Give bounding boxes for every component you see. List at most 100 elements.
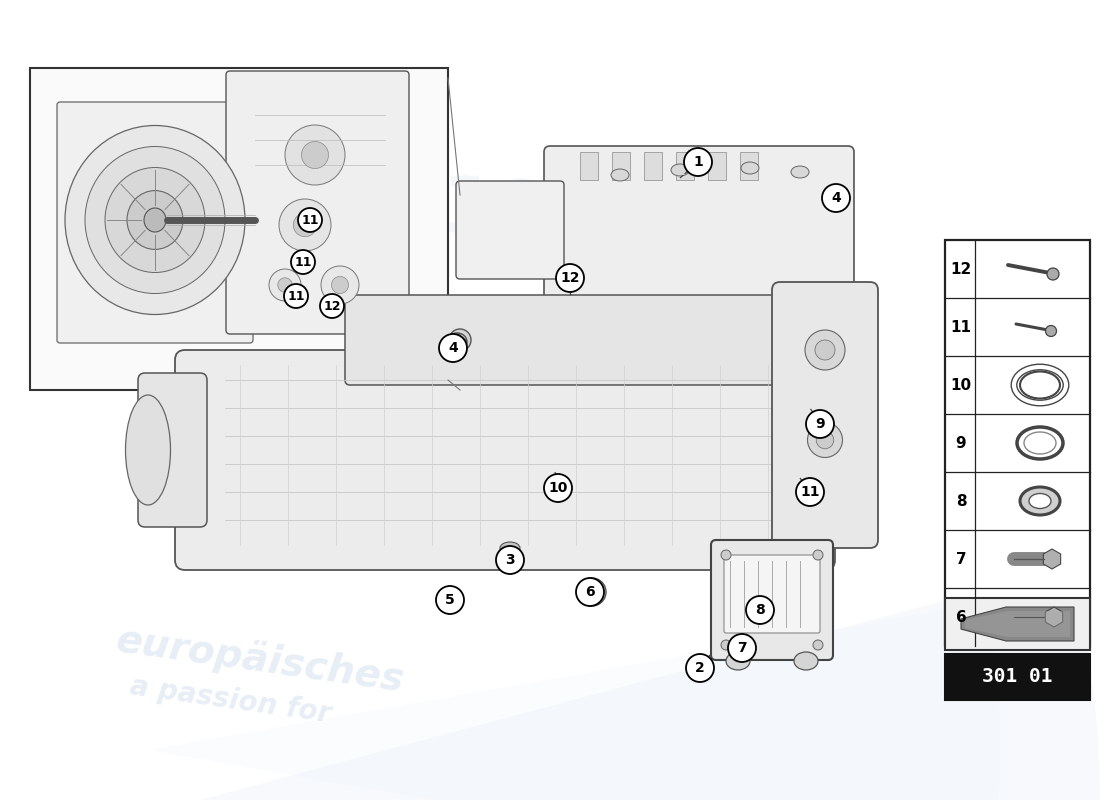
Ellipse shape [126, 190, 183, 250]
Text: 7: 7 [956, 551, 966, 566]
Ellipse shape [125, 395, 170, 505]
FancyBboxPatch shape [500, 548, 519, 572]
Bar [676, 152, 694, 180]
Bar [708, 152, 726, 180]
Text: 6: 6 [956, 610, 967, 625]
Ellipse shape [65, 126, 245, 314]
Text: 10: 10 [950, 378, 971, 393]
Text: 301 01: 301 01 [982, 667, 1053, 686]
Ellipse shape [726, 652, 750, 670]
Ellipse shape [741, 162, 759, 174]
Ellipse shape [301, 142, 329, 169]
Wedge shape [200, 567, 1100, 800]
Text: 11: 11 [950, 319, 971, 334]
Circle shape [439, 334, 468, 362]
Text: 11: 11 [295, 255, 311, 269]
Bar [30, 68, 448, 390]
Text: 1: 1 [693, 155, 703, 169]
Ellipse shape [278, 278, 293, 292]
Ellipse shape [671, 164, 689, 176]
Ellipse shape [791, 166, 808, 178]
Text: 12: 12 [323, 299, 341, 313]
Ellipse shape [104, 167, 205, 273]
FancyBboxPatch shape [711, 540, 833, 660]
Ellipse shape [1045, 326, 1056, 337]
FancyBboxPatch shape [57, 102, 253, 343]
FancyBboxPatch shape [724, 555, 820, 633]
Bar [740, 152, 758, 180]
Text: a passion for: a passion for [128, 672, 332, 728]
Text: 12: 12 [560, 271, 580, 285]
Bar [644, 152, 662, 180]
Circle shape [806, 410, 834, 438]
FancyBboxPatch shape [138, 373, 207, 527]
Ellipse shape [1047, 268, 1059, 280]
Text: 12: 12 [950, 262, 971, 277]
Circle shape [544, 474, 572, 502]
Circle shape [298, 208, 322, 232]
Circle shape [578, 578, 606, 606]
Circle shape [686, 654, 714, 682]
FancyBboxPatch shape [345, 295, 785, 385]
Polygon shape [1043, 549, 1060, 569]
Circle shape [576, 578, 604, 606]
Circle shape [822, 184, 850, 212]
FancyBboxPatch shape [456, 181, 564, 279]
Circle shape [720, 550, 732, 560]
Ellipse shape [279, 199, 331, 251]
Ellipse shape [807, 422, 843, 458]
FancyBboxPatch shape [175, 350, 835, 570]
Ellipse shape [447, 333, 468, 351]
Circle shape [292, 250, 315, 274]
Ellipse shape [816, 431, 834, 449]
Ellipse shape [794, 652, 818, 670]
Circle shape [556, 264, 584, 292]
Text: europäisches: europäisches [113, 621, 407, 699]
Bar [945, 654, 1090, 700]
Ellipse shape [321, 266, 359, 304]
Circle shape [684, 148, 712, 176]
Ellipse shape [500, 542, 520, 554]
Text: 9: 9 [815, 417, 825, 431]
Text: 8: 8 [755, 603, 764, 617]
Text: 11: 11 [301, 214, 319, 226]
Polygon shape [961, 607, 1074, 641]
Circle shape [813, 640, 823, 650]
Text: 4: 4 [448, 341, 458, 355]
Ellipse shape [294, 214, 317, 237]
Circle shape [720, 640, 732, 650]
Bar [580, 152, 598, 180]
Ellipse shape [454, 334, 466, 346]
Ellipse shape [285, 125, 345, 185]
Circle shape [284, 284, 308, 308]
Ellipse shape [805, 330, 845, 370]
Text: 9: 9 [956, 435, 966, 450]
Circle shape [320, 294, 344, 318]
Polygon shape [965, 611, 1070, 637]
Ellipse shape [1028, 494, 1050, 509]
FancyBboxPatch shape [226, 71, 409, 334]
Text: 1985: 1985 [436, 171, 664, 269]
Circle shape [796, 478, 824, 506]
Wedge shape [150, 602, 1000, 800]
Polygon shape [1045, 607, 1063, 627]
Text: 4: 4 [832, 191, 840, 205]
Text: 7: 7 [737, 641, 747, 655]
Circle shape [813, 550, 823, 560]
Ellipse shape [833, 193, 847, 207]
FancyBboxPatch shape [544, 146, 854, 346]
Circle shape [746, 596, 774, 624]
Ellipse shape [1020, 487, 1060, 515]
Bar [612, 152, 630, 180]
Ellipse shape [85, 146, 226, 294]
Text: 8: 8 [956, 494, 966, 509]
Ellipse shape [144, 208, 166, 232]
Ellipse shape [449, 329, 471, 351]
Text: 5: 5 [446, 593, 455, 607]
Text: 11: 11 [287, 290, 305, 302]
Circle shape [585, 585, 600, 599]
Ellipse shape [815, 340, 835, 360]
Ellipse shape [270, 269, 301, 301]
Text: 2: 2 [695, 661, 705, 675]
Text: 11: 11 [801, 485, 820, 499]
